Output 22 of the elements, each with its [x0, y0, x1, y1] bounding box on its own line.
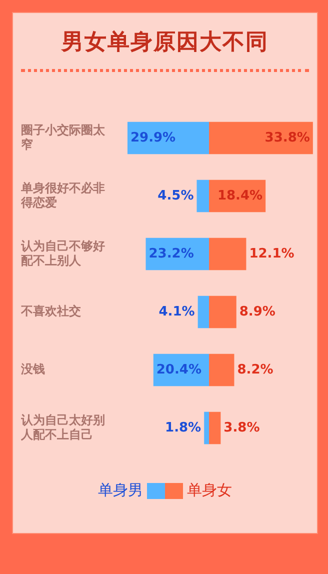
data-label: 12.1% — [249, 246, 294, 262]
y-tick-label: 圈子小交际圈太窄 — [21, 122, 106, 152]
bar — [196, 180, 209, 212]
data-label: 8.2% — [237, 362, 274, 378]
legend-label: 单身男 — [98, 481, 143, 500]
data-label: 18.4% — [217, 188, 263, 204]
y-tick-label: 不喜欢社交 — [20, 304, 81, 318]
chart-title: 男女单身原因大不同 — [60, 29, 270, 57]
data-label: 20.4% — [156, 362, 202, 378]
data-label: 4.1% — [158, 304, 195, 320]
data-label: 3.8% — [224, 420, 260, 436]
data-label: 1.8% — [165, 420, 202, 436]
data-label: 33.8% — [264, 130, 310, 146]
y-tick-label: 没钱 — [20, 362, 45, 376]
data-label: 8.9% — [239, 304, 276, 320]
y-tick-label: 认为自己不够好配不上别人 — [20, 238, 105, 268]
data-label: 29.9% — [130, 130, 176, 146]
data-label: 23.2% — [148, 246, 194, 262]
data-label: 4.5% — [158, 188, 194, 204]
y-tick-label: 认为自己太好别人配不上自己 — [20, 412, 105, 442]
y-tick-label: 单身很好不必非得恋爱 — [20, 180, 105, 210]
text: 单身女 — [187, 481, 232, 500]
